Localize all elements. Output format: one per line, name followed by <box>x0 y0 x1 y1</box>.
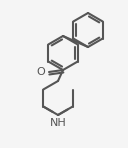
Text: O: O <box>36 67 45 77</box>
Text: NH: NH <box>50 118 66 128</box>
